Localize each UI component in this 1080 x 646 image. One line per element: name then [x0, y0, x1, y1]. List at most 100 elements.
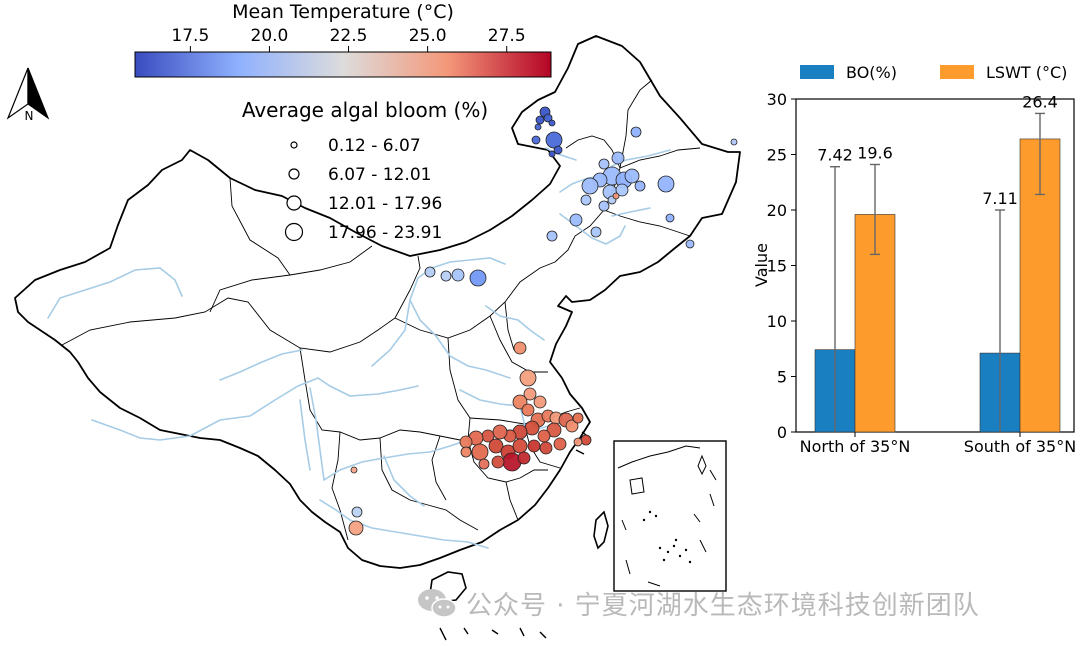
chart-axes: 0 5 10 15 20 25 30 North of 35°N South of 35°N: [767, 90, 1077, 456]
lake-point: [513, 341, 527, 355]
province-boundaries: [61, 79, 701, 541]
lake-point: [598, 158, 610, 170]
lake-point: [459, 435, 473, 449]
lake-point: [665, 213, 675, 223]
lake-point: [512, 438, 528, 454]
size-legend-marker: [284, 222, 304, 242]
y-tick-label: 30: [767, 90, 787, 109]
y-axis-label: Value: [752, 243, 771, 287]
lake-point: [543, 113, 553, 123]
lake-point: [598, 200, 610, 212]
lake-point: [590, 226, 602, 238]
size-legend-marker: [286, 195, 302, 211]
colorbar-tick-label: 17.5: [171, 26, 209, 46]
lake-point: [469, 269, 487, 287]
lake-point: [488, 438, 504, 454]
lake-point: [569, 213, 583, 227]
lake-point: [348, 520, 364, 536]
lake-point: [546, 422, 562, 438]
lake-point: [612, 192, 620, 200]
watermark-text: 公众号 · 宁夏河湖水生态环境科技创新团队: [466, 590, 980, 621]
lake-point: [634, 180, 646, 192]
y-tick-label: 10: [767, 312, 787, 331]
china-map: [14, 35, 741, 641]
y-tick-label: 5: [777, 368, 787, 387]
colorbar-bar: [134, 51, 552, 78]
lake-point: [351, 506, 363, 518]
lake-point: [548, 119, 556, 127]
colorbar-tick-label: 20.0: [251, 26, 289, 46]
wechat-icon: [418, 589, 457, 618]
x-tick-label: North of 35°N: [800, 437, 911, 456]
lake-point: [519, 369, 537, 387]
lake-point: [553, 437, 567, 451]
north-arrow-right: [27, 67, 50, 120]
lake-point: [581, 177, 599, 195]
temperature-colorbar: Mean Temperature (°C) 17.5 20.0 22.5 25.0 27…: [134, 1, 552, 78]
legend-label: BO(%): [846, 63, 897, 82]
watermark: 公众号 · 宁夏河湖水生态环境科技创新团队: [416, 586, 980, 621]
lake-point: [537, 429, 551, 443]
size-legend-label: 12.01 - 17.96: [328, 194, 442, 214]
lake-point: [546, 230, 558, 242]
lake-point: [521, 403, 535, 417]
size-legend-label: 0.12 - 6.07: [328, 136, 421, 156]
taiwan-island: [593, 510, 609, 550]
chart-bars: 7.42 19.6 7.11 26.4: [814, 92, 1061, 433]
size-legend-label: 6.07 - 12.01: [328, 165, 431, 185]
lake-points: [348, 106, 738, 536]
legend-swatch: [800, 65, 834, 79]
north-arrow: N: [6, 67, 50, 123]
china-border: [14, 35, 741, 569]
lake-point: [517, 451, 531, 465]
lake-point: [531, 135, 541, 145]
data-label: 19.6: [857, 143, 893, 162]
lake-point: [535, 115, 545, 125]
size-legend-title: Average algal bloom (%): [242, 98, 488, 122]
size-legend-marker: [288, 168, 300, 180]
lake-point: [572, 412, 584, 424]
size-legend-items: 0.12 - 6.07 6.07 - 12.01 12.01 - 17.96 17.9…: [284, 136, 442, 243]
lake-point: [350, 466, 358, 474]
size-legend-label: 17.96 - 23.91: [328, 223, 442, 243]
chart-legend: BO(%) LSWT (°C): [800, 63, 1067, 82]
lake-point: [424, 266, 436, 278]
north-arrow-label: N: [25, 109, 34, 123]
size-legend-marker: [290, 141, 298, 149]
lake-point: [573, 437, 583, 447]
lake-point: [580, 434, 592, 446]
bar-chart: BO(%) LSWT (°C) 0 5 10 15 20 25 30 North of 35°N…: [752, 63, 1076, 456]
x-tick-label: South of 35°N: [964, 437, 1076, 456]
lake-point: [624, 168, 640, 184]
y-tick-label: 15: [767, 257, 787, 276]
lake-point: [539, 441, 553, 455]
legend-swatch: [940, 65, 974, 79]
lake-point: [523, 387, 537, 401]
lake-point: [730, 138, 738, 146]
data-label: 7.42: [817, 146, 853, 165]
colorbar-tick-label: 22.5: [330, 26, 368, 46]
lake-point: [565, 419, 579, 433]
lake-point: [548, 150, 556, 158]
data-label: 26.4: [1022, 92, 1058, 111]
data-label: 7.11: [982, 189, 1018, 208]
lake-point: [440, 270, 452, 282]
lake-point: [478, 458, 490, 470]
y-tick-label: 25: [767, 146, 787, 165]
y-tick-label: 0: [777, 423, 787, 442]
lake-point: [460, 446, 472, 458]
lake-point: [534, 123, 542, 131]
legend-label: LSWT (°C): [986, 63, 1067, 82]
lake-point: [630, 126, 642, 138]
lake-point: [451, 268, 465, 282]
colorbar-title: Mean Temperature (°C): [232, 1, 454, 23]
lake-point: [580, 194, 592, 206]
lake-point: [492, 424, 508, 440]
colorbar-tick-label: 27.5: [488, 26, 526, 46]
algal-bloom-size-legend: Average algal bloom (%) 0.12 - 6.07 6.07 …: [242, 98, 488, 243]
south-china-sea-inset: [613, 440, 727, 592]
y-tick-label: 20: [767, 201, 787, 220]
lake-point: [533, 395, 547, 409]
lake-point: [615, 183, 629, 197]
